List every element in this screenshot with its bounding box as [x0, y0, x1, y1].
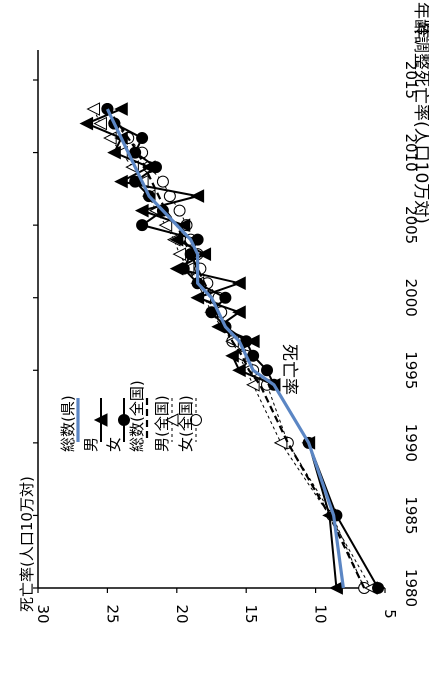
legend-label: 女(全国)	[177, 395, 195, 452]
data-point	[225, 348, 239, 363]
data-point	[232, 276, 246, 291]
legend-label: 総数(県)	[59, 395, 77, 452]
data-point	[149, 161, 162, 174]
legend-label: 男(全国)	[153, 395, 171, 452]
legend-label: 総数(全国)	[128, 380, 146, 452]
data-point	[246, 334, 260, 349]
legend-swatch-marker	[118, 414, 130, 426]
data-point	[86, 102, 101, 116]
data-point	[169, 232, 184, 247]
legend-item-2: 女	[105, 398, 130, 452]
x-tick-label: 1990	[402, 424, 420, 462]
series-layer	[79, 102, 385, 595]
y-tick-label: 30	[34, 604, 52, 623]
x-axis-label: 年	[411, 22, 429, 39]
y-tick-label: 10	[312, 604, 330, 623]
legend-item-1: 男	[82, 398, 108, 452]
series-0	[105, 108, 345, 589]
data-point	[197, 247, 212, 261]
legend-item-3: 総数(全国)	[128, 380, 149, 452]
chart-subtitle: 死亡率	[279, 344, 299, 395]
x-tick-label: 2010	[402, 133, 420, 171]
data-point	[232, 363, 246, 378]
data-point	[372, 582, 385, 594]
data-point	[156, 175, 169, 188]
legend-swatch-marker	[164, 413, 179, 427]
data-point	[114, 174, 128, 189]
data-point	[177, 262, 190, 275]
y-axis-label: 死亡率(人口10万対)	[18, 476, 36, 612]
chart-title: 年齢調整死亡率(人口10万対)	[411, 2, 429, 224]
chart-titles: 年齢調整死亡率(人口10万対) 死亡率 年 死亡率(人口10万対)	[18, 2, 429, 612]
x-tick-label: 2005	[402, 206, 420, 244]
data-point	[93, 116, 107, 131]
data-point	[190, 290, 205, 305]
data-point	[173, 204, 186, 217]
legend-swatch-marker	[93, 413, 108, 427]
legend: 総数(県) 男女総数(全国) 男(全国) 女(全国)	[59, 380, 202, 452]
data-point	[261, 364, 274, 377]
y-tick-label: 20	[173, 604, 191, 623]
data-point	[136, 132, 149, 145]
data-point	[136, 219, 149, 232]
data-point	[158, 218, 173, 232]
series-1	[79, 102, 343, 595]
x-tick-label: 1995	[402, 351, 420, 389]
data-point	[219, 291, 232, 304]
x-tick-label: 1980	[402, 569, 420, 607]
data-point	[107, 145, 121, 160]
data-point	[273, 436, 288, 450]
series-line	[105, 108, 345, 589]
data-point	[114, 102, 128, 116]
legend-item-5: 女(全国)	[177, 395, 202, 452]
x-tick-label: 1985	[402, 496, 420, 534]
x-tick-label: 2015	[402, 61, 420, 99]
y-tick-label: 25	[103, 604, 121, 623]
legend-item-0: 総数(県)	[59, 395, 80, 452]
data-point	[134, 203, 149, 218]
y-tick-label: 5	[381, 609, 399, 619]
legend-label: 男	[82, 437, 100, 452]
legend-swatch-marker	[190, 414, 202, 426]
axes: 1980 1985 1990 1995 2000 2005 2010 2015 5 10 15 20 2…	[33, 50, 420, 624]
legend-label: 女	[105, 437, 123, 452]
y-tick-label: 15	[242, 604, 260, 623]
x-tick-label: 2000	[402, 279, 420, 317]
data-point	[172, 247, 187, 261]
data-point	[176, 218, 191, 232]
data-point	[190, 189, 205, 203]
data-point	[232, 305, 246, 320]
legend-item-4: 男(全国)	[153, 395, 179, 452]
data-point	[246, 377, 260, 392]
data-point	[79, 116, 94, 131]
